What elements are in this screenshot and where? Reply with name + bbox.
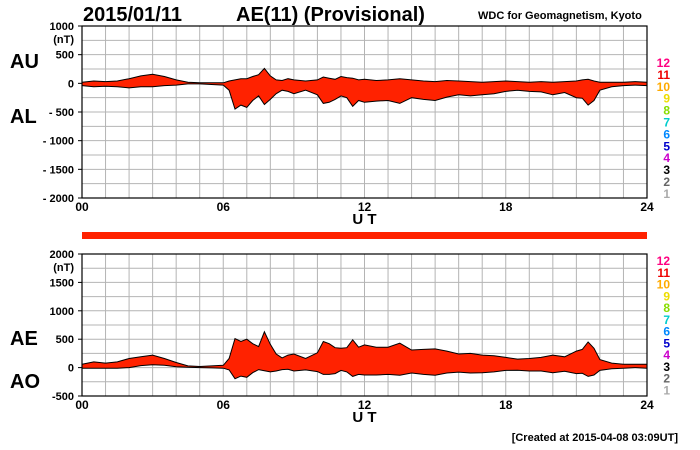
x-tick-label: 12 — [358, 200, 372, 214]
organization-label: WDC for Geomagnetism, Kyoto — [478, 10, 642, 22]
y-tick-label: - 1000 — [43, 136, 74, 148]
station-legend-12: 12 — [657, 254, 671, 268]
x-tick-label: 18 — [499, 200, 513, 214]
x-tick-label: 12 — [358, 398, 372, 412]
station-legend-11: 11 — [657, 266, 670, 280]
station-legend-4: 4 — [663, 348, 670, 362]
station-legend-4: 4 — [663, 151, 670, 165]
y-unit-label: (nT) — [53, 262, 74, 274]
x-tick-label: 24 — [640, 398, 654, 412]
station-legend-8: 8 — [663, 301, 670, 315]
y-tick-label: -500 — [52, 391, 74, 403]
series-area-fill — [82, 331, 647, 379]
created-timestamp: [Created at 2015-04-08 03:09UT] — [511, 432, 678, 444]
station-legend-2: 2 — [663, 175, 670, 189]
station-legend-6: 6 — [663, 325, 670, 339]
y-tick-label: - 500 — [49, 107, 74, 119]
panel-label-lower: AO — [10, 371, 40, 393]
series-line-ae — [81, 330, 647, 368]
x-axis-label: U T — [352, 211, 376, 228]
x-tick-label: 06 — [217, 200, 231, 214]
station-legend-3: 3 — [663, 163, 670, 177]
y-tick-label: 1500 — [50, 277, 74, 289]
station-legend-12: 12 — [657, 56, 671, 70]
station-legend-10: 10 — [657, 80, 671, 94]
station-legend-2: 2 — [663, 372, 670, 386]
series-area-fill — [82, 68, 647, 110]
station-legend-5: 5 — [663, 139, 670, 153]
y-tick-label: 0 — [68, 78, 74, 90]
y-tick-label: - 2000 — [43, 193, 74, 205]
station-legend-1: 1 — [663, 383, 670, 397]
station-legend-6: 6 — [663, 127, 670, 141]
x-tick-label: 06 — [217, 398, 231, 412]
date-label: 2015/01/11 — [83, 4, 182, 26]
station-legend-8: 8 — [663, 104, 670, 118]
station-legend-7: 7 — [663, 116, 670, 130]
red-separator-band — [82, 232, 647, 239]
panel-label-upper: AE — [10, 328, 38, 350]
y-tick-label: 500 — [56, 334, 74, 346]
station-legend-9: 9 — [663, 92, 670, 106]
station-legend-1: 1 — [663, 187, 670, 201]
x-tick-label: 18 — [499, 398, 513, 412]
station-legend-9: 9 — [663, 289, 670, 303]
x-tick-label: 00 — [75, 398, 89, 412]
panel-label-upper: AU — [10, 51, 39, 73]
station-legend-7: 7 — [663, 313, 670, 327]
y-tick-label: 500 — [56, 50, 74, 62]
y-unit-label: (nT) — [53, 34, 74, 46]
series-line-ao — [82, 364, 648, 380]
series-line-al — [81, 83, 648, 110]
station-legend-11: 11 — [657, 68, 670, 82]
plot-frame — [81, 253, 648, 397]
panel-label-lower: AL — [10, 106, 37, 128]
x-tick-label: 24 — [640, 200, 654, 214]
station-legend-5: 5 — [663, 336, 670, 350]
x-axis-label: U T — [352, 409, 376, 426]
y-tick-label: 1000 — [50, 21, 74, 33]
y-tick-label: 1000 — [50, 306, 74, 318]
station-legend-3: 3 — [663, 360, 670, 374]
y-tick-label: 2000 — [50, 249, 74, 261]
y-tick-label: 0 — [68, 363, 74, 375]
chart-title: AE(11) (Provisional) — [236, 4, 425, 26]
x-tick-label: 00 — [75, 200, 89, 214]
series-line-au — [81, 67, 648, 84]
station-legend-10: 10 — [657, 278, 671, 292]
y-tick-label: - 1500 — [43, 164, 74, 176]
